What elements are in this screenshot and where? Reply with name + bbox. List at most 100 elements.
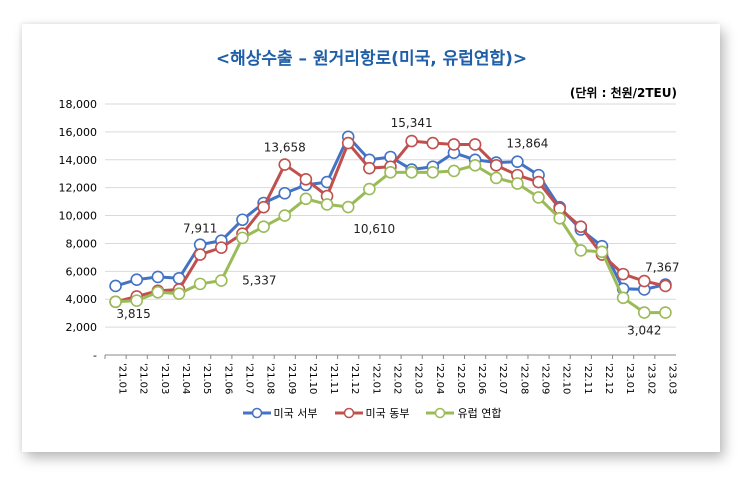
x-tick-label: '21.08: [265, 363, 276, 394]
data-point: [363, 161, 376, 175]
legend-label: 유럽 연합: [457, 407, 502, 420]
data-point: [193, 277, 207, 291]
data-point: [405, 166, 418, 179]
data-point: [151, 270, 165, 284]
data-point: [468, 138, 482, 151]
x-tick-label: '22.04: [434, 363, 445, 394]
data-point: [384, 166, 397, 179]
x-tick-label: '21.07: [243, 363, 254, 394]
data-point: [468, 159, 482, 172]
x-tick-label: '22.02: [392, 363, 403, 394]
data-point: [574, 220, 588, 234]
x-tick-label: '21.10: [307, 363, 318, 394]
y-tick-label: -: [93, 349, 97, 362]
x-tick-label: '21.05: [201, 363, 212, 394]
x-tick-label: '21.03: [159, 363, 170, 394]
x-tick-label: '22.11: [582, 363, 593, 394]
legend-swatch: [334, 407, 363, 419]
legend-item: 유럽 연합: [425, 405, 501, 421]
data-label: 15,341: [391, 116, 433, 130]
data-point: [532, 175, 545, 189]
data-point: [595, 245, 609, 259]
data-point: [405, 134, 418, 148]
y-tick-label: 2,000: [66, 321, 98, 334]
data-label: 3,042: [627, 324, 661, 338]
chart-title: <해상수출 – 원거리항로(미국, 유럽연합)>: [215, 49, 528, 69]
y-tick-label: 4,000: [66, 293, 98, 306]
x-tick-label: '22.12: [603, 363, 614, 394]
legend-swatch: [242, 407, 271, 419]
data-point: [489, 171, 503, 185]
data-point: [257, 200, 270, 214]
x-tick-label: '22.06: [476, 363, 487, 394]
data-point: [193, 248, 207, 261]
data-point: [172, 287, 186, 300]
x-tick-label: '21.06: [222, 363, 233, 394]
data-label: 10,610: [353, 222, 395, 236]
data-point: [299, 173, 313, 186]
x-tick-label: '22.01: [370, 363, 381, 394]
data-point: [109, 279, 122, 293]
data-point: [257, 220, 270, 234]
data-point: [130, 273, 144, 287]
data-point: [532, 191, 545, 204]
data-point: [511, 177, 524, 190]
legend-item: 미국 서부: [242, 405, 318, 421]
y-tick-label: 14,000: [59, 154, 98, 167]
x-tick-label: '21.12: [349, 363, 360, 394]
data-label: 7,367: [645, 260, 679, 274]
x-tick-label: '21.01: [117, 363, 128, 394]
x-tick-label: '22.08: [518, 363, 529, 394]
data-point: [637, 274, 651, 288]
data-point: [236, 213, 249, 227]
data-point: [616, 267, 630, 281]
data-point: [341, 200, 355, 214]
y-tick-label: 8,000: [66, 237, 98, 250]
x-tick-label: '22.07: [497, 363, 508, 394]
x-tick-label: '21.02: [138, 363, 149, 394]
x-tick-label: '23.02: [645, 363, 656, 394]
data-point: [215, 241, 228, 254]
data-point: [278, 209, 292, 222]
data-label: 5,337: [242, 274, 276, 288]
data-point: [447, 138, 461, 151]
data-point: [236, 231, 249, 245]
data-label: 13,864: [506, 137, 548, 151]
data-point: [659, 306, 672, 319]
x-tick-label: '21.09: [286, 363, 297, 394]
unit-label: (단위 : 천원/2TEU): [569, 86, 677, 100]
data-point: [553, 212, 566, 225]
legend-swatch: [426, 407, 455, 419]
data-point: [616, 291, 630, 305]
data-point: [574, 244, 588, 257]
y-tick-label: 12,000: [59, 182, 98, 195]
data-point: [426, 136, 440, 150]
y-tick-label: 10,000: [59, 210, 98, 223]
legend-label: 미국 동부: [365, 407, 410, 420]
data-point: [130, 294, 144, 307]
data-point: [511, 155, 524, 168]
legend-item: 미국 동부: [334, 405, 410, 421]
x-tick-label: '21.11: [328, 363, 339, 394]
data-label: 7,911: [183, 222, 217, 236]
data-point: [109, 295, 122, 309]
data-point: [299, 192, 313, 206]
chart-card: [22, 24, 720, 452]
data-point: [489, 159, 503, 172]
x-tick-label: '22.10: [561, 363, 572, 394]
x-tick-label: '21.04: [180, 363, 191, 394]
data-label: 3,815: [116, 307, 150, 321]
x-tick-label: '22.05: [455, 363, 466, 394]
data-point: [151, 285, 165, 299]
data-point: [363, 182, 376, 196]
chart-legend: 미국 서부 미국 동부 유럽 연합: [0, 405, 743, 421]
data-point: [659, 279, 672, 293]
y-tick-label: 18,000: [59, 98, 98, 111]
data-point: [278, 158, 292, 171]
data-point: [426, 166, 440, 179]
y-tick-label: 16,000: [59, 126, 98, 139]
data-label: 13,658: [264, 141, 306, 155]
legend-label: 미국 서부: [273, 407, 318, 420]
